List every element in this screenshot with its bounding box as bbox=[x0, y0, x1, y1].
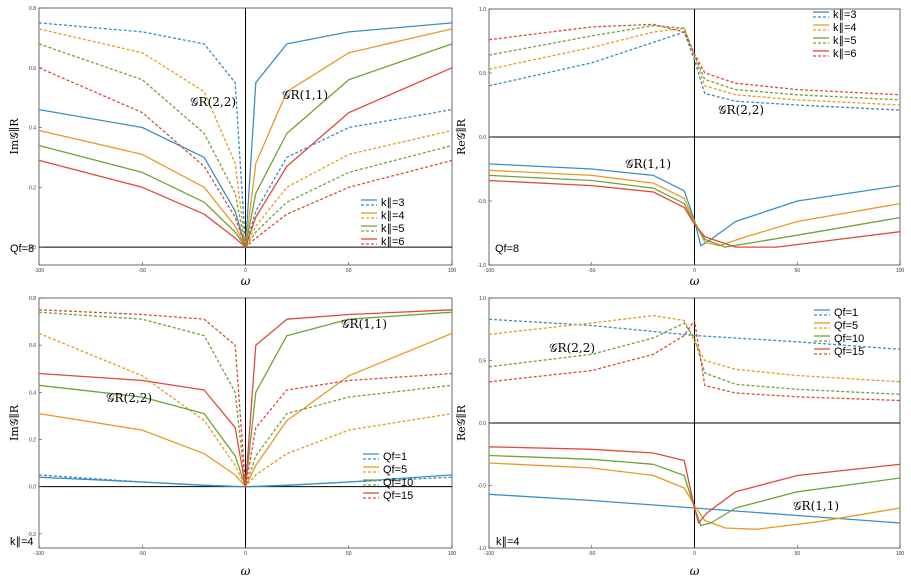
y-tick-label: 0.0 bbox=[479, 421, 486, 427]
x-tick-label: -50 bbox=[139, 268, 146, 274]
y-axis-label: Im𝒢∥R bbox=[8, 404, 21, 441]
curve-annotation: 𝒢R(2,2) bbox=[190, 95, 236, 109]
legend-entry: k∥=4 bbox=[833, 22, 857, 34]
legend-entry: Qf=5 bbox=[834, 320, 858, 332]
parameter-tag: k∥=4 bbox=[496, 536, 520, 548]
panel-bottom-right: -100 -50 0 50 100 -1.0 -0.5 0.0 0.5 1.0 Re𝒢∥R ω k∥=4… bbox=[455, 296, 904, 578]
legend-entry: k∥=4 bbox=[381, 210, 405, 222]
series-line-11-6 bbox=[488, 454, 901, 527]
x-tick-label: 100 bbox=[448, 268, 457, 274]
y-tick-label: 1.0 bbox=[479, 296, 486, 302]
y-tick-label: 0.6 bbox=[29, 343, 36, 349]
series-line-22-7 bbox=[38, 309, 453, 488]
legend-entry: k∥=6 bbox=[381, 236, 405, 248]
y-tick-label: 0.4 bbox=[29, 126, 36, 132]
x-tick-label: -100 bbox=[484, 268, 494, 274]
series-line-22-1 bbox=[488, 27, 901, 106]
y-axis-label: Im𝒢∥R bbox=[8, 118, 21, 155]
legend-entry: Qf=15 bbox=[383, 490, 413, 502]
panel-top-left: -100 -50 0 50 100 0.0 0.2 0.4 0.6 0.8 Im𝒢∥R ω Qf=8 k∥… bbox=[8, 6, 456, 288]
legend-entry: Qf=5 bbox=[383, 464, 407, 476]
x-tick-label: 100 bbox=[448, 551, 457, 557]
x-tick-label: 50 bbox=[794, 551, 800, 557]
y-tick-label: 0.8 bbox=[29, 296, 36, 302]
x-tick-label: 0 bbox=[244, 551, 247, 557]
legend-entry: Qf=15 bbox=[834, 346, 864, 358]
x-tick-label: 50 bbox=[346, 268, 352, 274]
x-tick-label: 100 bbox=[896, 551, 905, 557]
x-tick-label: -50 bbox=[588, 268, 595, 274]
x-tick-label: 50 bbox=[794, 268, 800, 274]
series-line-22-0 bbox=[488, 318, 901, 350]
panel-top-right: -100 -50 0 50 100 -1.0 -0.5 0.0 0.5 1.0 Re𝒢∥R ω Qf=8… bbox=[455, 7, 904, 288]
series-line-22-3 bbox=[488, 23, 901, 96]
series-line-11-7 bbox=[488, 179, 901, 248]
curve-annotation: 𝒢R(1,1) bbox=[625, 157, 671, 171]
x-tick-label: 50 bbox=[346, 551, 352, 557]
y-axis-label: Re𝒢∥R bbox=[455, 118, 468, 155]
curve-annotation: 𝒢R(2,2) bbox=[718, 103, 764, 117]
series-line-11-7 bbox=[488, 446, 901, 524]
legend-entry: k∥=5 bbox=[833, 35, 857, 47]
x-axis-label: ω bbox=[241, 564, 251, 578]
y-tick-label: 0.8 bbox=[29, 6, 36, 12]
legend-entry: Qf=10 bbox=[383, 477, 413, 489]
parameter-tag: Qf=8 bbox=[10, 243, 34, 255]
series-line-11-4 bbox=[488, 163, 901, 247]
series-line-22-5 bbox=[38, 43, 453, 248]
y-tick-label: 0.2 bbox=[29, 185, 36, 191]
series-line-22-2 bbox=[488, 322, 901, 395]
parameter-tag: k∥=4 bbox=[10, 536, 34, 548]
curve-annotation: 𝒢R(2,2) bbox=[106, 391, 152, 405]
panel-bottom-left: -100 -50 0 50 100 -0.2 0.0 0.2 0.4 0.6 0.8 Im𝒢∥R ω k∥… bbox=[8, 296, 456, 578]
series-line-22-7 bbox=[38, 67, 453, 248]
curve-annotation: 𝒢R(1,1) bbox=[793, 499, 839, 513]
x-tick-label: -100 bbox=[484, 551, 494, 557]
legend-entry: k∥=5 bbox=[381, 223, 405, 235]
y-tick-label: -0.5 bbox=[477, 199, 486, 205]
y-tick-label: -1.0 bbox=[477, 546, 486, 552]
legend-entry: Qf=1 bbox=[383, 451, 407, 463]
x-tick-label: -100 bbox=[34, 551, 44, 557]
y-tick-label: 0.5 bbox=[479, 71, 486, 77]
y-tick-label: -0.2 bbox=[27, 532, 36, 538]
y-tick-label: -1.0 bbox=[477, 263, 486, 269]
series-line-22-1 bbox=[488, 314, 901, 383]
y-tick-label: 0.6 bbox=[29, 66, 36, 72]
legend-entry: Qf=10 bbox=[834, 333, 864, 345]
y-tick-label: 1.0 bbox=[479, 7, 486, 13]
y-tick-label: 0.4 bbox=[29, 390, 36, 396]
x-axis-label: ω bbox=[241, 274, 251, 288]
series-line-11-5 bbox=[488, 462, 901, 530]
y-tick-label: 0.2 bbox=[29, 438, 36, 444]
x-tick-label: 0 bbox=[693, 268, 696, 274]
curve-annotation: 𝒢R(1,1) bbox=[341, 317, 387, 331]
x-tick-label: 100 bbox=[896, 268, 905, 274]
x-tick-label: -50 bbox=[588, 551, 595, 557]
legend-entry: k∥=6 bbox=[833, 48, 857, 60]
y-tick-label: -0.5 bbox=[477, 484, 486, 490]
x-tick-label: 0 bbox=[693, 551, 696, 557]
y-axis-label: Re𝒢∥R bbox=[455, 404, 468, 441]
series-line-22-0 bbox=[488, 31, 901, 111]
curve-annotation: 𝒢R(2,2) bbox=[549, 341, 595, 355]
x-axis-label: ω bbox=[690, 564, 700, 578]
x-axis-label: ω bbox=[690, 274, 700, 288]
y-tick-label: 0.5 bbox=[479, 359, 486, 365]
curve-annotation: 𝒢R(1,1) bbox=[282, 88, 328, 102]
parameter-tag: Qf=8 bbox=[495, 243, 519, 255]
y-tick-label: 0.0 bbox=[29, 485, 36, 491]
legend-entry: k∥=3 bbox=[833, 9, 857, 21]
x-tick-label: 0 bbox=[244, 268, 247, 274]
series-line-22-3 bbox=[488, 319, 901, 402]
x-tick-label: -100 bbox=[34, 268, 44, 274]
legend-entry: Qf=1 bbox=[834, 307, 858, 319]
legend-entry: k∥=3 bbox=[381, 197, 405, 209]
y-tick-label: 0.0 bbox=[29, 245, 36, 251]
x-tick-label: -50 bbox=[139, 551, 146, 557]
y-tick-label: 0.0 bbox=[479, 135, 486, 141]
